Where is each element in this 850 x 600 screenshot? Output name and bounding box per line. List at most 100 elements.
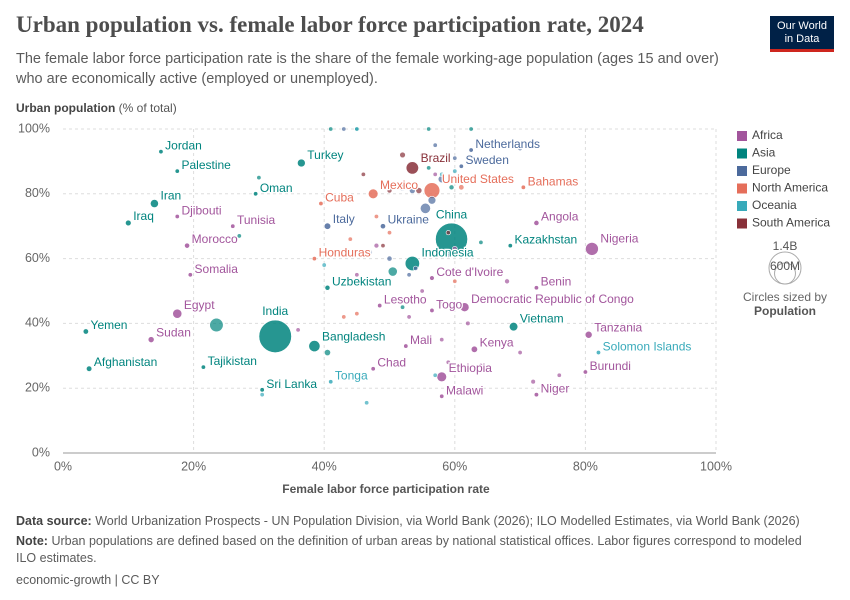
legend-label: North America: [752, 181, 828, 195]
y-tick-label: 80%: [25, 186, 50, 200]
point-label: Chad: [377, 356, 406, 370]
point: [445, 230, 451, 236]
point-label: Mali: [410, 333, 432, 347]
source-label: Data source:: [16, 514, 92, 528]
point: [258, 319, 292, 353]
point: [439, 393, 445, 399]
point-label: Togo: [436, 297, 462, 311]
point-label: Brazil: [421, 151, 451, 165]
point-label: Vietnam: [520, 312, 564, 326]
point: [427, 196, 437, 205]
point: [452, 155, 458, 161]
point: [517, 350, 523, 356]
point: [341, 126, 347, 132]
point-label: Angola: [541, 210, 579, 224]
point: [324, 349, 331, 357]
point-label: Indonesia: [422, 245, 474, 259]
point: [429, 275, 435, 281]
point-label: Ethiopia: [449, 361, 493, 375]
y-tick-label: 0%: [32, 445, 50, 459]
legend-swatch: [737, 218, 747, 229]
point: [406, 314, 412, 320]
point: [400, 304, 406, 310]
point: [458, 163, 464, 169]
note-line: Note: Urban populations are defined base…: [16, 533, 816, 567]
x-tick-label: 20%: [181, 459, 206, 473]
legend-label: Asia: [752, 146, 776, 160]
point-label: Tanzania: [594, 320, 642, 334]
subtitle: The female labor force participation rat…: [16, 51, 719, 87]
point: [595, 350, 601, 356]
point-label: Palestine: [181, 158, 231, 172]
y-axis-label: Urban population (% of total): [16, 101, 177, 115]
point-label: Iraq: [133, 209, 154, 223]
point: [341, 314, 347, 320]
point: [432, 171, 438, 177]
point-label: Yemen: [91, 318, 128, 332]
point: [584, 330, 593, 339]
point: [256, 175, 262, 181]
point: [324, 284, 331, 291]
point: [328, 379, 334, 385]
point: [432, 142, 438, 148]
point-label: Kenya: [480, 335, 514, 349]
point: [458, 184, 465, 191]
point: [478, 239, 484, 245]
point: [367, 249, 373, 255]
point: [230, 223, 236, 229]
logo-text: Our World: [777, 20, 827, 32]
point: [448, 184, 455, 191]
x-axis-label: Female labor force participation rate: [282, 482, 490, 496]
point: [439, 301, 445, 307]
legend-label: Europe: [752, 163, 791, 177]
point-label: Solomon Islands: [603, 340, 692, 354]
point-label: Nigeria: [600, 232, 638, 246]
point: [405, 161, 419, 175]
point: [451, 246, 458, 252]
logo[interactable]: Our World in Data: [770, 16, 834, 52]
point: [419, 202, 431, 214]
point: [328, 126, 334, 132]
point: [406, 272, 412, 278]
point: [465, 320, 471, 327]
license: economic-growth | CC BY: [16, 573, 160, 587]
point: [429, 307, 435, 313]
point: [321, 262, 327, 268]
point: [398, 183, 407, 192]
point-label: Honduras: [319, 246, 371, 260]
legend-label: South America: [752, 216, 830, 230]
source: World Urbanization Prospects - UN Popula…: [95, 514, 800, 528]
legend-swatch: [737, 148, 747, 159]
point-label: Cote d'Ivoire: [436, 265, 503, 279]
point: [459, 302, 470, 312]
point-label: Oman: [260, 181, 293, 195]
legend-label: Oceania: [752, 198, 797, 212]
y-tick-label: 100%: [18, 121, 50, 135]
points: [82, 126, 601, 406]
point: [399, 151, 406, 159]
point: [533, 392, 539, 398]
point: [452, 278, 458, 284]
point: [86, 365, 93, 372]
point-label: Bahamas: [528, 174, 579, 188]
x-tick-label: 100%: [700, 459, 732, 473]
point: [533, 220, 540, 226]
point-label: Sudan: [156, 326, 191, 340]
point-label: United States: [442, 172, 514, 186]
point: [367, 188, 379, 199]
size-legend-circle: [774, 262, 796, 285]
point-label: Ukraine: [388, 213, 430, 227]
point-label: Bangladesh: [322, 330, 385, 344]
x-tick-label: 60%: [442, 459, 467, 473]
size-legend-variable: Population: [754, 304, 816, 318]
point-label: Lesotho: [384, 293, 427, 307]
point: [347, 236, 353, 242]
point-label: Malawi: [446, 383, 483, 397]
point: [236, 233, 242, 239]
point: [318, 201, 324, 207]
point-label: Democratic Republic of Congo: [471, 292, 634, 306]
point: [209, 317, 224, 333]
note: Urban populations are defined based on t…: [16, 534, 802, 565]
point: [468, 126, 474, 132]
